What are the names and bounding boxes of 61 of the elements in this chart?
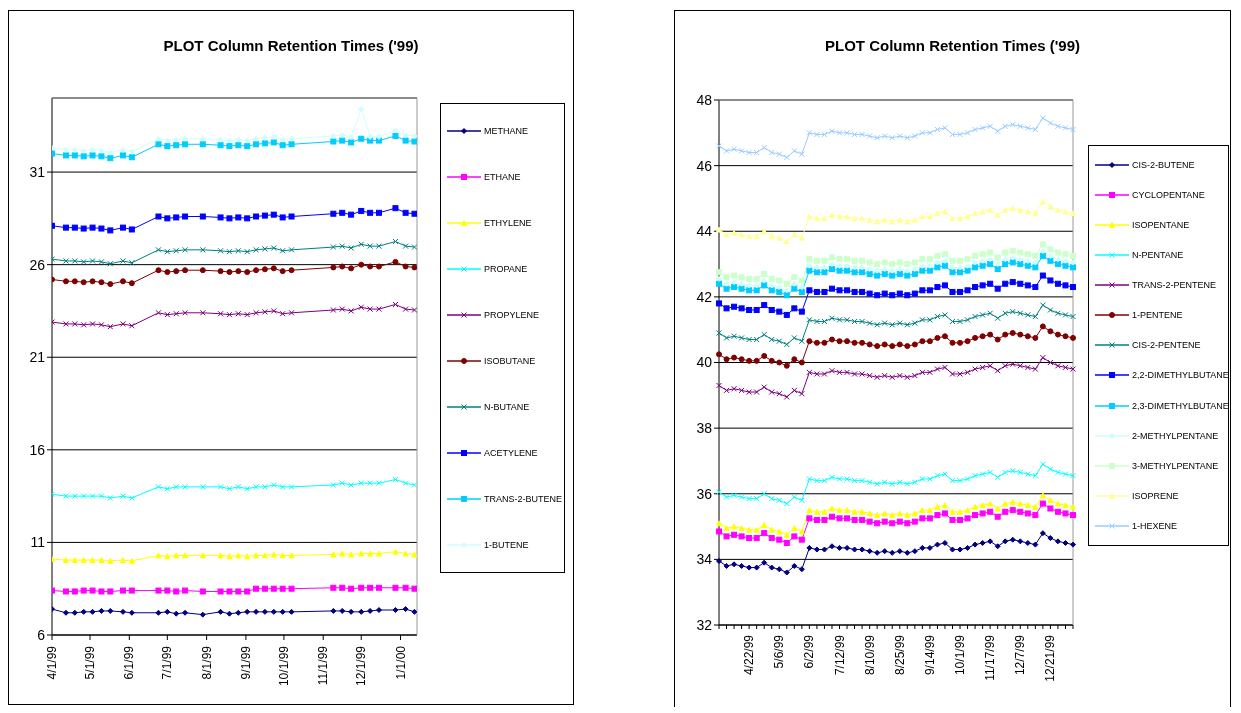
y-tick-label: 32 (696, 616, 713, 633)
legend-label: TRANS-2-PENTENE (1132, 280, 1217, 291)
x-tick-label: 5/1/99 (83, 645, 98, 680)
legend-label: 1-PENTENE (1132, 310, 1183, 321)
x-tick-label: 5/6/99 (772, 634, 787, 669)
x-tick-label: 6/1/99 (122, 645, 137, 680)
y-tick-label: 26 (29, 256, 46, 273)
x-tick-label: 1/1/00 (393, 645, 408, 680)
x-tick-label: 12/21/99 (1043, 634, 1058, 682)
y-tick-label: 36 (696, 485, 713, 502)
x-tick-label: 10/1/99 (276, 645, 291, 687)
x-tick-label: 7/1/99 (160, 645, 175, 680)
legend-label: METHANE (484, 126, 529, 136)
y-tick-label: 40 (696, 354, 713, 371)
legend-label: TRANS-2-BUTENE (484, 494, 563, 504)
y-tick-label: 48 (696, 91, 713, 108)
chart-title: PLOT Column Retention Times ('99) (162, 37, 420, 54)
x-tick-label: 6/2/99 (802, 634, 817, 669)
x-tick-label: 11/17/99 (983, 634, 998, 681)
x-tick-label: 8/10/99 (862, 634, 877, 676)
legend-label: N-BUTANE (484, 402, 530, 412)
y-tick-label: 44 (696, 223, 713, 240)
legend-label: CIS-2-PENTENE (1132, 340, 1201, 351)
x-tick-label: 12/1/99 (354, 645, 369, 687)
legend-label: ACETYLENE (484, 448, 538, 458)
legend-label: N-PENTANE (1132, 250, 1184, 261)
legend-label: ISOPRENE (1132, 490, 1179, 501)
x-tick-label: 10/1/99 (953, 634, 968, 676)
legend-label: 2-METHYLPENTANE (1132, 430, 1219, 441)
legend-label: ISOPENTANE (1132, 220, 1190, 231)
chart-title: PLOT Column Retention Times ('99) (824, 37, 1081, 54)
legend-label: 1-HEXENE (1132, 520, 1178, 531)
x-tick-label: 4/1/99 (45, 645, 59, 680)
x-tick-label: 9/14/99 (922, 634, 937, 676)
y-tick-label: 6 (37, 626, 46, 643)
x-tick-label: 4/22/99 (742, 634, 757, 676)
x-tick-label: 8/1/99 (199, 645, 214, 680)
y-tick-label: 38 (696, 420, 713, 437)
y-tick-label: 34 (696, 551, 713, 568)
legend-label: ETHYLENE (484, 218, 532, 228)
legend-label: 1-BUTENE (484, 540, 529, 550)
legend-label: 2,2-DIMETHYLBUTANE (1132, 370, 1229, 381)
legend-label: ETHANE (484, 172, 521, 182)
legend-label: PROPYLENE (484, 310, 540, 320)
x-tick-label: 8/25/99 (892, 634, 907, 676)
y-tick-label: 42 (696, 288, 713, 305)
legend-label: 2,3-DIMETHYLBUTANE (1132, 400, 1229, 411)
y-tick-label: 21 (29, 349, 46, 366)
y-tick-label: 31 (29, 164, 46, 181)
legend-label: PROPANE (484, 264, 528, 274)
legend-label: CYCLOPENTANE (1132, 190, 1205, 201)
legend-label: ISOBUTANE (484, 356, 536, 366)
x-tick-label: 11/1/99 (316, 645, 331, 686)
y-tick-label: 46 (696, 157, 713, 174)
legend-label: 3-METHYLPENTANE (1132, 460, 1219, 471)
y-tick-label: 16 (29, 441, 46, 458)
y-tick-label: 11 (30, 534, 46, 551)
x-tick-label: 9/1/99 (238, 645, 253, 680)
x-tick-label: 7/12/99 (832, 634, 847, 676)
legend-label: CIS-2-BUTENE (1132, 160, 1195, 171)
x-tick-label: 12/7/99 (1013, 634, 1028, 676)
